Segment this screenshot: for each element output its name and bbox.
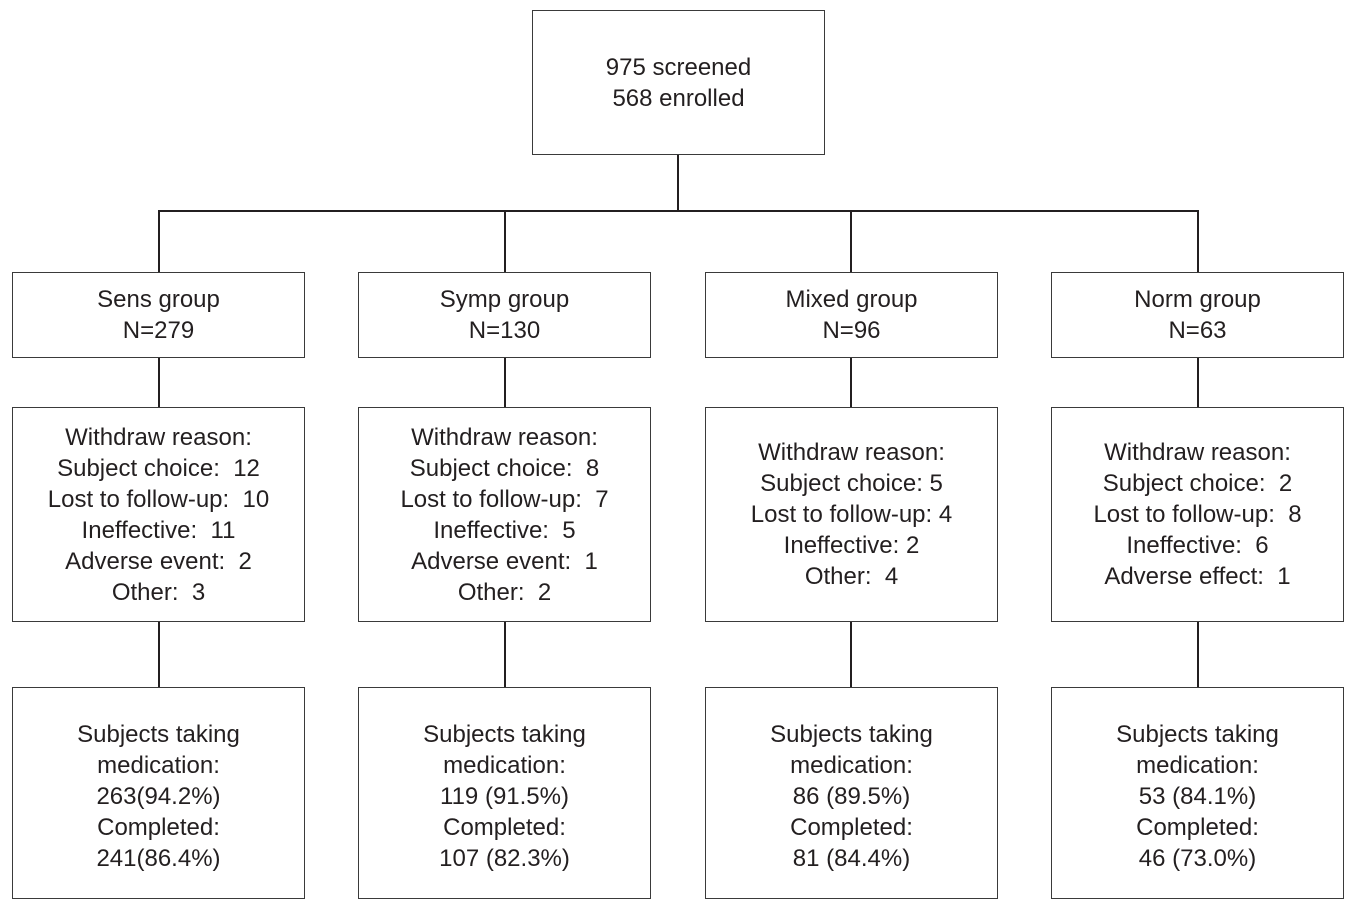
medication-count: 53 (84.1%) (1138, 783, 1257, 810)
symp-outcome-box: Subjects taking medication: 119 (91.5%) … (358, 687, 651, 899)
connector-sens-group-to-withdraw (158, 357, 160, 408)
withdraw-reason: Other: 3 (111, 578, 206, 606)
group-count: N=279 (122, 317, 195, 344)
connector-norm-withdraw-to-outcome (1197, 621, 1199, 688)
withdraw-reason: Adverse event: 1 (411, 547, 598, 575)
completed-count: 46 (73.0%) (1138, 845, 1257, 872)
outcome-label: Subjects taking (423, 721, 586, 748)
mixed-group-box: Mixed group N=96 (705, 272, 998, 358)
connector-symp-withdraw-to-outcome (504, 621, 506, 688)
completed-count: 241(86.4%) (96, 845, 221, 872)
withdraw-reason: Lost to follow-up: 8 (1093, 501, 1302, 528)
completed-label: Completed: (97, 814, 220, 841)
group-title: Norm group (1134, 286, 1261, 313)
withdraw-heading: Withdraw reason: (65, 423, 252, 451)
sens-withdraw-box: Withdraw reason: Subject choice: 12 Lost… (12, 407, 305, 622)
symp-group-box: Symp group N=130 (358, 272, 651, 358)
outcome-label: Subjects taking (1116, 721, 1279, 748)
withdraw-reason: Ineffective: 2 (783, 532, 920, 559)
connector-sens-withdraw-to-outcome (158, 621, 160, 688)
symp-withdraw-box: Withdraw reason: Subject choice: 8 Lost … (358, 407, 651, 622)
sens-outcome-box: Subjects taking medication: 263(94.2%) C… (12, 687, 305, 899)
outcome-label: medication: (97, 752, 220, 779)
withdraw-heading: Withdraw reason: (758, 439, 945, 466)
group-title: Sens group (97, 286, 220, 313)
withdraw-reason: Subject choice: 12 (57, 454, 260, 482)
norm-group-box: Norm group N=63 (1051, 272, 1344, 358)
group-title: Mixed group (785, 286, 918, 313)
withdraw-reason: Subject choice: 8 (409, 454, 600, 482)
outcome-label: medication: (443, 752, 566, 779)
withdraw-reason: Ineffective: 5 (433, 516, 576, 544)
withdraw-reason: Subject choice: 2 (1102, 470, 1293, 497)
outcome-label: medication: (1136, 752, 1259, 779)
sens-group-box: Sens group N=279 (12, 272, 305, 358)
withdraw-heading: Withdraw reason: (411, 423, 598, 451)
outcome-label: Subjects taking (770, 721, 933, 748)
withdraw-reason: Ineffective: 6 (1126, 532, 1269, 559)
withdraw-reason: Other: 4 (804, 563, 899, 590)
group-count: N=130 (468, 317, 541, 344)
group-title: Symp group (439, 286, 570, 313)
withdraw-reason: Lost to follow-up: 7 (400, 485, 609, 513)
withdraw-reason: Subject choice: 5 (760, 470, 943, 497)
completed-count: 107 (82.3%) (439, 845, 570, 872)
norm-outcome-box: Subjects taking medication: 53 (84.1%) C… (1051, 687, 1344, 899)
completed-label: Completed: (1136, 814, 1259, 841)
outcome-label: medication: (790, 752, 913, 779)
norm-withdraw-box: Withdraw reason: Subject choice: 2 Lost … (1051, 407, 1344, 622)
connector-branch-bar (158, 210, 1199, 212)
connector-mixed-group-to-withdraw (850, 357, 852, 408)
mixed-outcome-box: Subjects taking medication: 86 (89.5%) C… (705, 687, 998, 899)
screened-count: 975 screened (605, 53, 752, 81)
withdraw-reason: Lost to follow-up: 10 (47, 485, 270, 513)
withdraw-heading: Withdraw reason: (1104, 439, 1291, 466)
medication-count: 263(94.2%) (96, 783, 221, 810)
completed-label: Completed: (443, 814, 566, 841)
medication-count: 119 (91.5%) (440, 783, 569, 810)
completed-label: Completed: (790, 814, 913, 841)
withdraw-reason: Lost to follow-up: 4 (750, 501, 953, 528)
withdraw-reason: Adverse event: 2 (65, 547, 252, 575)
withdraw-reason: Ineffective: 11 (81, 516, 236, 544)
withdraw-reason: Adverse effect: 1 (1104, 563, 1291, 590)
connector-sens-branch (158, 210, 160, 272)
connector-mixed-withdraw-to-outcome (850, 621, 852, 688)
group-count: N=63 (1168, 317, 1227, 344)
outcome-label: Subjects taking (77, 721, 240, 748)
connector-symp-branch (504, 210, 506, 272)
withdraw-reason: Other: 2 (457, 578, 552, 606)
connector-top-trunk (677, 155, 679, 212)
connector-mixed-branch (850, 210, 852, 272)
connector-norm-branch (1197, 210, 1199, 272)
screening-box: 975 screened 568 enrolled (532, 10, 825, 155)
group-count: N=96 (822, 317, 881, 344)
connector-norm-group-to-withdraw (1197, 357, 1199, 408)
medication-count: 86 (89.5%) (792, 783, 911, 810)
completed-count: 81 (84.4%) (792, 845, 911, 872)
enrolled-count: 568 enrolled (612, 84, 745, 112)
connector-symp-group-to-withdraw (504, 357, 506, 408)
mixed-withdraw-box: Withdraw reason: Subject choice: 5 Lost … (705, 407, 998, 622)
